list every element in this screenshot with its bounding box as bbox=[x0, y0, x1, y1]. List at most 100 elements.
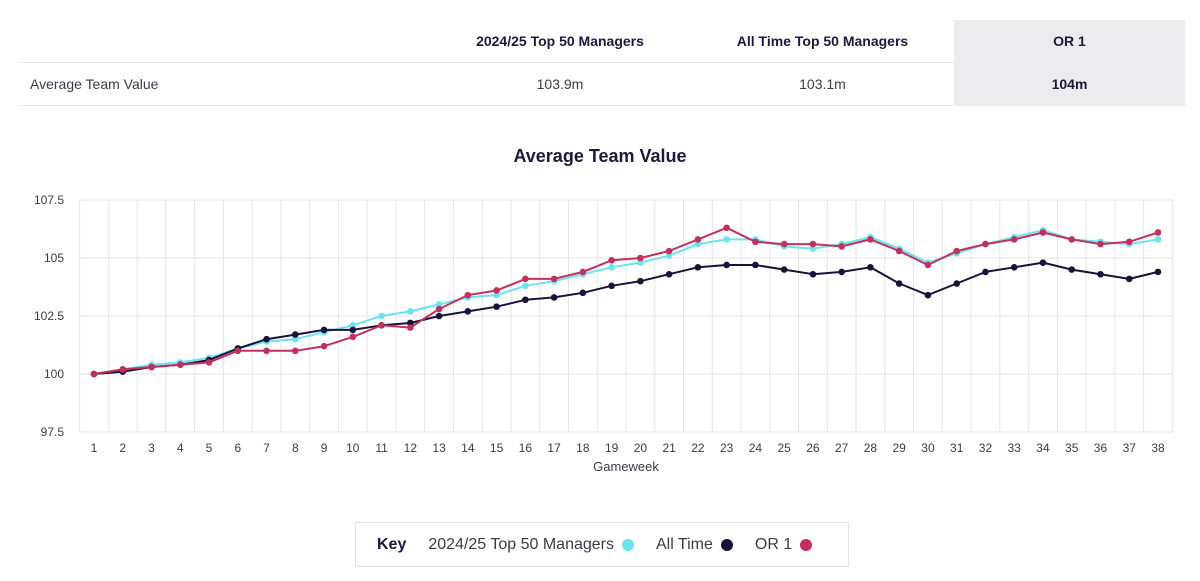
data-point bbox=[665, 270, 673, 278]
x-tick-label: 22 bbox=[691, 441, 705, 455]
data-point bbox=[637, 254, 644, 262]
data-point bbox=[982, 240, 989, 248]
header-all-time-top-50: All Time Top 50 Managers bbox=[736, 33, 909, 49]
data-point bbox=[550, 275, 558, 283]
data-point bbox=[924, 291, 932, 299]
data-point bbox=[579, 289, 587, 297]
data-point bbox=[608, 257, 615, 264]
summary-header-row: 2024/25 Top 50 Managers All Time Top 50 … bbox=[20, 20, 1185, 63]
data-point bbox=[895, 247, 903, 255]
data-point bbox=[378, 312, 385, 320]
legend-label-2024-25: 2024/25 Top 50 Managers bbox=[428, 535, 614, 553]
x-tick-label: 17 bbox=[547, 441, 561, 455]
data-point bbox=[464, 291, 472, 299]
data-point bbox=[263, 335, 270, 343]
x-tick-label: 3 bbox=[148, 441, 155, 455]
data-point bbox=[1039, 259, 1047, 266]
x-tick-label: 16 bbox=[519, 441, 533, 455]
data-point bbox=[665, 252, 673, 259]
data-point bbox=[809, 240, 817, 248]
data-point bbox=[407, 319, 414, 327]
x-tick-label: 27 bbox=[835, 441, 849, 455]
x-tick-label: 2 bbox=[119, 441, 126, 455]
data-point bbox=[953, 247, 961, 255]
x-tick-label: 31 bbox=[950, 441, 964, 455]
x-tick-label: 6 bbox=[234, 441, 241, 455]
x-tick-label: 4 bbox=[177, 441, 184, 455]
data-point bbox=[637, 259, 644, 266]
x-tick-label: 35 bbox=[1065, 441, 1079, 455]
x-tick-label: 5 bbox=[206, 441, 213, 455]
data-point bbox=[493, 291, 500, 299]
grid-lines bbox=[79, 199, 1173, 433]
data-point bbox=[579, 268, 587, 276]
data-point bbox=[665, 247, 673, 255]
x-tick-label: 28 bbox=[864, 441, 878, 455]
x-tick-label: 14 bbox=[461, 441, 475, 455]
data-point bbox=[176, 361, 184, 369]
data-point bbox=[291, 335, 299, 343]
data-point bbox=[723, 224, 730, 232]
data-point bbox=[809, 270, 817, 278]
x-tick-label: 32 bbox=[979, 441, 993, 455]
data-point bbox=[291, 347, 299, 355]
data-point bbox=[320, 342, 328, 350]
row-label: Average Team Value bbox=[30, 75, 159, 92]
legend-item-2024-25[interactable]: 2024/25 Top 50 Managers bbox=[428, 536, 634, 554]
data-point bbox=[522, 296, 529, 304]
series-lines bbox=[90, 224, 1162, 378]
legend-dot-or-1 bbox=[800, 538, 813, 551]
data-point bbox=[550, 294, 558, 301]
data-point bbox=[608, 282, 615, 290]
data-point bbox=[407, 324, 414, 331]
data-point bbox=[1154, 236, 1162, 243]
data-point bbox=[608, 263, 615, 271]
data-point bbox=[349, 333, 357, 341]
data-point bbox=[694, 240, 702, 248]
x-tick-label: 1 bbox=[91, 441, 98, 455]
data-point bbox=[234, 347, 242, 355]
y-tick-label: 97.5 bbox=[41, 425, 65, 439]
header-2024-25-top-50: 2024/25 Top 50 Managers bbox=[476, 33, 644, 49]
x-tick-label: 12 bbox=[404, 441, 418, 455]
data-point bbox=[148, 363, 155, 371]
legend-item-or-1[interactable]: OR 1 bbox=[754, 535, 813, 554]
data-point bbox=[694, 263, 702, 271]
legend-item-all-time[interactable]: All Time bbox=[656, 536, 733, 554]
y-axis-ticks: 97.5 100 102.5 105 107.5 bbox=[34, 193, 64, 439]
x-tick-label: 33 bbox=[1008, 441, 1022, 455]
x-tick-label: 10 bbox=[346, 441, 360, 455]
x-tick-label: 19 bbox=[605, 441, 619, 455]
data-point bbox=[780, 266, 788, 273]
x-tick-label: 8 bbox=[292, 441, 299, 455]
x-tick-label: 23 bbox=[720, 441, 734, 455]
data-point bbox=[90, 370, 98, 378]
data-point bbox=[263, 347, 270, 355]
data-point bbox=[378, 321, 385, 329]
legend-dot-all-time bbox=[720, 538, 733, 551]
x-tick-label: 37 bbox=[1123, 441, 1137, 455]
x-axis-ticks: 1 2 3 4 5 6 7 8 9 10 11 12 13 14 15 16 17 18 19 20 21 22 23 24 2… bbox=[91, 441, 1165, 455]
data-point bbox=[522, 275, 529, 283]
data-point bbox=[493, 303, 500, 311]
legend-label-or-1: OR 1 bbox=[754, 535, 793, 553]
data-point bbox=[1068, 266, 1076, 273]
x-tick-label: 11 bbox=[375, 441, 388, 455]
data-point bbox=[780, 240, 788, 248]
x-tick-label: 15 bbox=[490, 441, 504, 455]
data-point bbox=[464, 308, 472, 315]
x-tick-label: 26 bbox=[806, 441, 820, 455]
data-point bbox=[205, 359, 213, 366]
data-point bbox=[867, 236, 874, 243]
data-point bbox=[435, 312, 443, 320]
chart-title: Average Team Value bbox=[513, 146, 687, 166]
y-tick-label: 105 bbox=[44, 251, 64, 265]
x-tick-label: 34 bbox=[1036, 441, 1050, 455]
data-point bbox=[435, 305, 443, 313]
legend: Key 2024/25 Top 50 Managers All Time OR … bbox=[355, 522, 849, 567]
data-point bbox=[1097, 270, 1104, 278]
y-tick-label: 107.5 bbox=[34, 193, 64, 207]
legend-label-all-time: All Time bbox=[655, 535, 713, 553]
data-point bbox=[838, 268, 845, 276]
